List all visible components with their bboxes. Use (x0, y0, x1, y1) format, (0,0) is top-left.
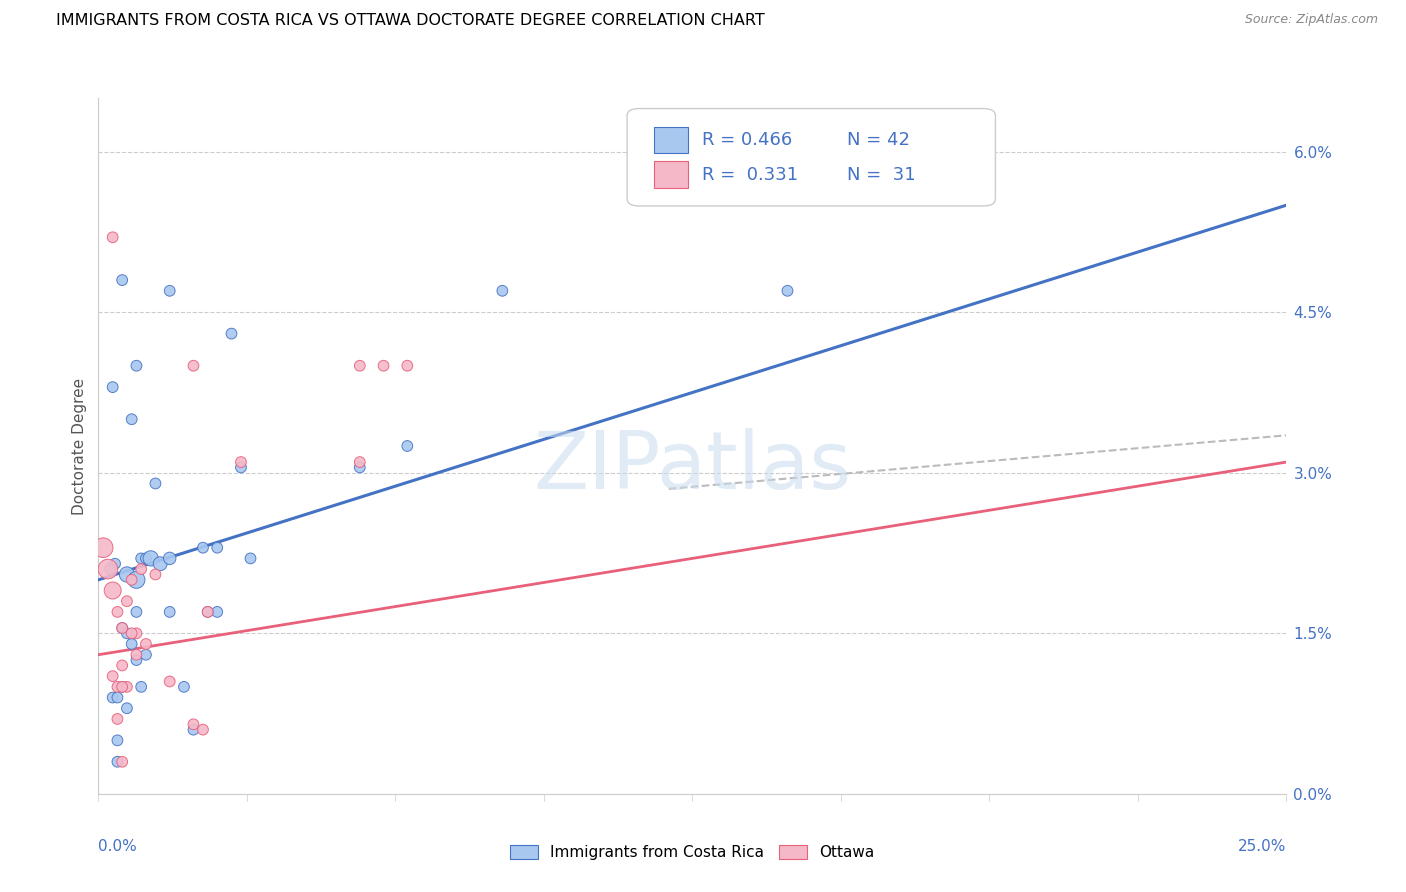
Y-axis label: Doctorate Degree: Doctorate Degree (72, 377, 87, 515)
Point (145, 567, 167, 582)
FancyBboxPatch shape (627, 109, 995, 206)
Point (111, 658, 134, 673)
Point (111, 621, 134, 635)
Text: R =  0.331: R = 0.331 (702, 166, 799, 184)
Text: N = 42: N = 42 (846, 131, 910, 149)
Point (159, 674, 181, 689)
Point (107, 712, 129, 726)
Point (149, 557, 172, 571)
Point (349, 455, 371, 469)
Point (121, 637, 143, 651)
Point (125, 605, 148, 619)
Point (183, 717, 205, 731)
Point (197, 605, 219, 619)
Point (101, 230, 124, 244)
Point (135, 637, 157, 651)
Point (145, 476, 167, 491)
Point (191, 541, 214, 555)
Point (191, 723, 214, 737)
Point (111, 680, 134, 694)
Point (125, 626, 148, 640)
Point (107, 680, 129, 694)
Point (396, 359, 419, 373)
Point (135, 551, 157, 566)
Point (129, 562, 152, 576)
Point (205, 605, 228, 619)
Point (349, 359, 371, 373)
Point (104, 557, 127, 571)
Point (111, 273, 134, 287)
Text: IMMIGRANTS FROM COSTA RICA VS OTTAWA DOCTORATE DEGREE CORRELATION CHART: IMMIGRANTS FROM COSTA RICA VS OTTAWA DOC… (56, 13, 765, 29)
Point (159, 605, 181, 619)
Point (197, 605, 219, 619)
FancyBboxPatch shape (654, 127, 688, 153)
Point (107, 733, 129, 747)
Point (121, 626, 143, 640)
Point (101, 380, 124, 394)
Point (91, 541, 114, 555)
Point (98, 562, 121, 576)
Point (101, 669, 124, 683)
Text: Source: ZipAtlas.com: Source: ZipAtlas.com (1244, 13, 1378, 27)
Point (111, 755, 134, 769)
Point (101, 583, 124, 598)
Point (121, 573, 143, 587)
Point (396, 439, 419, 453)
Point (183, 359, 205, 373)
Point (491, 284, 513, 298)
Point (159, 284, 181, 298)
Point (129, 680, 152, 694)
Point (125, 359, 148, 373)
Point (229, 460, 252, 475)
Point (125, 573, 148, 587)
Text: R = 0.466: R = 0.466 (702, 131, 792, 149)
Text: N =  31: N = 31 (846, 166, 915, 184)
FancyBboxPatch shape (654, 161, 688, 188)
Point (115, 626, 138, 640)
Point (121, 412, 143, 426)
Point (129, 551, 152, 566)
Point (107, 755, 129, 769)
Point (239, 551, 262, 566)
Legend: Immigrants from Costa Rica, Ottawa: Immigrants from Costa Rica, Ottawa (505, 838, 880, 866)
Point (373, 359, 395, 373)
Point (135, 648, 157, 662)
Point (349, 460, 371, 475)
Point (107, 605, 129, 619)
Point (125, 653, 148, 667)
Point (229, 455, 252, 469)
Point (173, 680, 195, 694)
Point (115, 567, 138, 582)
Point (183, 723, 205, 737)
Point (111, 621, 134, 635)
Text: 25.0%: 25.0% (1239, 839, 1286, 855)
Point (205, 541, 228, 555)
Point (221, 326, 243, 341)
Point (115, 680, 138, 694)
Text: ZIPatlas: ZIPatlas (533, 428, 852, 506)
Point (115, 594, 138, 608)
Point (125, 648, 148, 662)
Point (101, 690, 124, 705)
Text: 0.0%: 0.0% (98, 839, 138, 855)
Point (107, 690, 129, 705)
Point (159, 551, 181, 566)
Point (776, 284, 799, 298)
Point (139, 551, 162, 566)
Point (111, 680, 134, 694)
Point (97, 562, 120, 576)
Point (115, 701, 138, 715)
